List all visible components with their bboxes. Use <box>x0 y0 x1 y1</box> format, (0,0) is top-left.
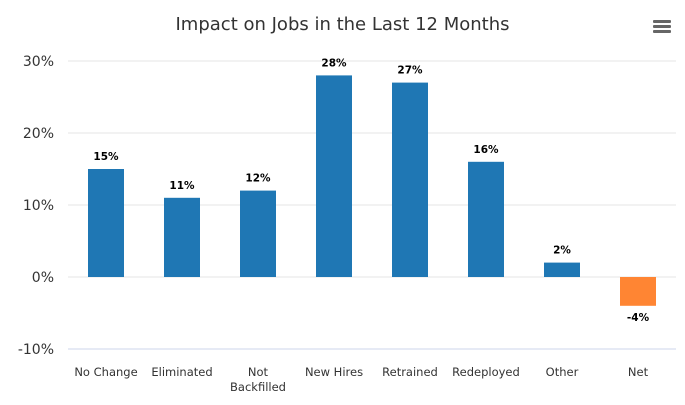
data-label: 11% <box>169 180 195 192</box>
x-tick-label: Other <box>546 365 579 379</box>
x-tick-label: Redeployed <box>452 365 520 379</box>
bar <box>468 161 504 277</box>
x-tick-label: No Change <box>74 365 137 379</box>
y-tick-label: 10% <box>23 198 54 214</box>
y-tick-label: 0% <box>32 270 54 286</box>
data-label: 2% <box>553 245 571 257</box>
x-tick-label: Not <box>248 365 269 379</box>
bar <box>316 75 352 278</box>
x-tick-label: Backfilled <box>230 380 286 394</box>
y-tick-label: -10% <box>18 342 54 358</box>
data-label: 12% <box>245 173 271 185</box>
x-tick-label: Net <box>628 365 649 379</box>
bar <box>164 197 200 277</box>
y-tick-label: 30% <box>23 54 54 70</box>
bar <box>240 190 276 277</box>
data-label: 28% <box>321 57 347 69</box>
bar <box>620 277 656 306</box>
bar <box>544 262 580 277</box>
chart-title: Impact on Jobs in the Last 12 Months <box>175 14 510 35</box>
data-label: -4% <box>627 312 650 324</box>
x-tick-label: Retrained <box>382 365 438 379</box>
x-tick-label: New Hires <box>305 365 363 379</box>
data-label: 15% <box>93 151 119 163</box>
data-label: 16% <box>473 144 499 156</box>
hamburger-menu-icon[interactable] <box>653 20 671 34</box>
bar <box>88 169 124 277</box>
y-tick-label: 20% <box>23 126 54 142</box>
bar <box>392 82 428 277</box>
data-label: 27% <box>397 65 423 77</box>
x-tick-label: Eliminated <box>151 365 212 379</box>
